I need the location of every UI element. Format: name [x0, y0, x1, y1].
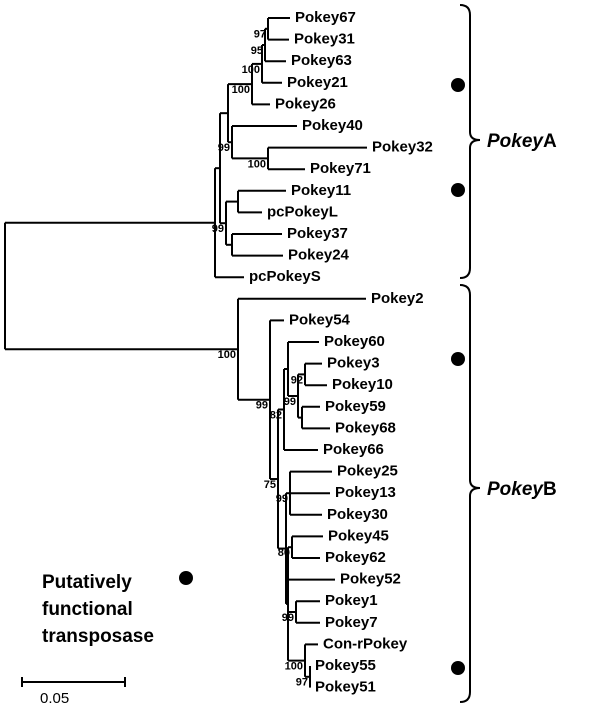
leaf-label: Pokey30 — [327, 506, 388, 523]
clade-label-italic: Pokey — [487, 479, 544, 500]
leaf-label: Pokey52 — [340, 571, 401, 588]
leaf-label: Pokey13 — [335, 484, 396, 501]
scale-bar — [21, 677, 126, 687]
bootstrap-value: 99 — [284, 396, 296, 408]
bootstrap-value: 99 — [212, 223, 224, 235]
functional-dot — [451, 183, 465, 197]
leaf-label: Pokey63 — [291, 52, 352, 69]
leaf-label: Pokey25 — [337, 463, 398, 480]
leaf-label: Con-rPokey — [323, 635, 408, 652]
leaf-label: Pokey55 — [315, 657, 376, 674]
bootstrap-value: 100 — [248, 158, 266, 170]
bootstrap-value: 95 — [251, 45, 263, 57]
bootstrap-value: 99 — [282, 612, 294, 624]
leaf-label: Pokey10 — [332, 376, 393, 393]
leaf-label: Pokey31 — [294, 31, 355, 48]
clade-brace — [459, 284, 481, 703]
leaf-label: pcPokeyS — [249, 268, 321, 285]
leaf-label: Pokey26 — [275, 95, 336, 112]
clade-label-suffix: A — [543, 131, 557, 152]
functional-dot — [451, 78, 465, 92]
bootstrap-value: 99 — [256, 400, 268, 412]
leaf-label: Pokey66 — [323, 441, 384, 458]
leaf-label: Pokey59 — [325, 398, 386, 415]
leaf-label: Pokey24 — [288, 247, 350, 264]
bootstrap-value: 99 — [218, 142, 230, 154]
leaf-label: Pokey11 — [291, 182, 351, 199]
leaf-label: Pokey3 — [327, 355, 380, 372]
leaf-label: Pokey32 — [372, 139, 433, 156]
bootstrap-value: 82 — [270, 409, 282, 421]
bootstrap-value: 75 — [264, 479, 276, 491]
legend-dot — [179, 571, 193, 585]
leaf-label: Pokey60 — [324, 333, 385, 350]
legend-text: transposase — [42, 626, 154, 647]
leaf-label: Pokey51 — [315, 679, 376, 696]
leaf-label: Pokey67 — [295, 9, 356, 26]
clade-label-italic: Pokey — [487, 131, 544, 152]
leaf-label: Pokey7 — [325, 614, 378, 631]
bootstrap-value: 100 — [218, 349, 236, 361]
leaf-label: Pokey40 — [302, 117, 363, 134]
legend-text: functional — [42, 599, 133, 620]
legend-text: Putatively — [42, 572, 132, 593]
bootstrap-value: 100 — [232, 84, 250, 96]
bootstrap-value: 80 — [278, 547, 290, 559]
leaf-label: Pokey68 — [335, 419, 396, 436]
bootstrap-value: 97 — [296, 677, 308, 689]
bootstrap-value: 99 — [276, 493, 288, 505]
leaf-label: Pokey62 — [325, 549, 386, 566]
bootstrap-value: 92 — [291, 374, 303, 386]
leaf-label: Pokey21 — [287, 74, 348, 91]
functional-dot — [451, 352, 465, 366]
leaf-label: Pokey71 — [310, 160, 371, 177]
functional-dot — [451, 661, 465, 675]
bootstrap-value: 100 — [285, 661, 303, 673]
leaf-label: Pokey37 — [287, 225, 348, 242]
leaf-label: Pokey2 — [371, 290, 424, 307]
bootstrap-value: 97 — [254, 29, 266, 41]
leaf-label: pcPokeyL — [267, 203, 338, 220]
clade-label: PokeyB — [487, 479, 557, 500]
scale-bar-label: 0.05 — [40, 690, 69, 707]
clade-label: PokeyA — [487, 131, 557, 152]
leaf-label: Pokey1 — [325, 592, 378, 609]
bootstrap-value: 100 — [242, 64, 260, 76]
leaf-label: Pokey45 — [328, 527, 389, 544]
clade-brace — [459, 4, 481, 279]
leaf-label: Pokey54 — [289, 311, 351, 328]
clade-label-suffix: B — [543, 479, 557, 500]
